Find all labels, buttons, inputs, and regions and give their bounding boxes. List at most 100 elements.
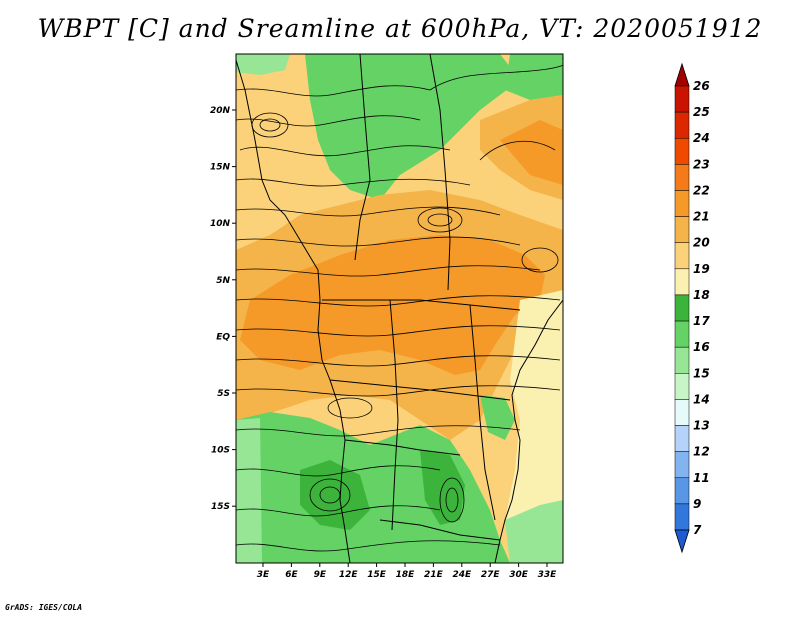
streamline: [236, 265, 541, 277]
colorbar-level-label: 20: [693, 236, 710, 250]
lat-tick-label: 5S: [217, 389, 230, 399]
colorbar-swatch: [674, 137, 690, 165]
streamline-vortex: [417, 207, 463, 233]
coastline-west: [236, 59, 351, 563]
streamline-vortex: [327, 397, 373, 419]
colorbar-level-label: 14: [693, 392, 710, 406]
lon-tick-label: 6E: [285, 570, 298, 580]
lat-tick-label: EQ: [216, 332, 230, 342]
colorbar-level-label: 25: [693, 105, 710, 119]
field-pale-east: [505, 290, 563, 563]
border: [344, 439, 461, 456]
field-green-south-dark: [300, 460, 370, 530]
field-green-south: [236, 412, 510, 563]
streamline: [236, 178, 471, 187]
border: [329, 379, 511, 401]
streamline: [239, 145, 451, 157]
colorbar-swatch: [674, 373, 690, 400]
streamline: [236, 115, 421, 127]
lat-tick-label: 15N: [210, 163, 231, 173]
colorbar-level-label: 22: [693, 183, 710, 197]
field-green-coast: [236, 418, 262, 563]
streamline: [236, 85, 431, 97]
coastline-borders: [236, 54, 563, 563]
colorbar-level-label: 23: [693, 157, 710, 171]
lon-tick-label: 18E: [396, 570, 416, 580]
field-green-north: [305, 54, 520, 200]
lat-tick-label: 15S: [211, 502, 230, 512]
colorbar-level-label: 13: [693, 419, 710, 433]
lon-tick-label: 9E: [314, 570, 327, 580]
colorbar-level-label: 17: [693, 314, 710, 328]
streamline-vortex: [427, 213, 453, 227]
streamline: [429, 57, 563, 91]
colorbar-swatch: [674, 85, 690, 113]
coastline-east: [494, 299, 563, 563]
colorbar-level-label: 9: [693, 497, 701, 511]
lon-tick-label: 27E: [481, 570, 501, 580]
arrow-up-triangle-icon: [674, 62, 690, 87]
colorbar-level-label: 12: [693, 445, 710, 459]
map-frame: [235, 53, 564, 564]
lon-tick-label: 30E: [509, 570, 529, 580]
streamline: [236, 540, 501, 552]
colorbar-swatch: [674, 190, 690, 217]
streamline: [236, 236, 521, 247]
colorbar-swatch: [674, 477, 690, 505]
colorbar-swatch: [674, 425, 690, 452]
latitude-axis: 20N 15N 10N 5N EQ 5S 10S 15S: [210, 106, 236, 512]
border: [379, 519, 501, 541]
chart-title: WBPT [C] and Sreamline at 600hPa, VT: 20…: [37, 14, 763, 43]
streamline: [236, 385, 561, 397]
colorbar-swatch: [674, 451, 690, 479]
colorbar-level-label: 16: [693, 340, 710, 354]
colorbar-swatch: [674, 268, 690, 296]
colorbar-swatch: [674, 294, 690, 322]
lon-tick-label: 21E: [424, 570, 444, 580]
field-green-northeast: [505, 54, 563, 100]
streamline-vortex: [309, 478, 351, 512]
lon-tick-label: 12E: [339, 570, 359, 580]
streamline-vortex: [259, 118, 281, 132]
streamline: [236, 425, 521, 437]
colorbar-level-label: 24: [693, 131, 710, 145]
lon-tick-label: 24E: [452, 570, 472, 580]
longitude-axis: 3E 6E 9E 12E 15E 18E 21E 24E 27E 30E 33E: [257, 563, 557, 580]
border: [322, 299, 521, 311]
colorbar-level-label: 11: [693, 471, 710, 485]
colorbar-swatch: [674, 164, 690, 191]
colorbar-swatch: [674, 503, 690, 531]
field-green-southeast: [505, 500, 563, 563]
streamline-vortex: [445, 487, 459, 513]
streamline: [236, 355, 561, 367]
colorbar-level-label: 26: [693, 79, 710, 93]
lat-tick-label: 10N: [210, 219, 231, 229]
lat-tick-label: 10S: [211, 446, 230, 456]
border: [429, 54, 451, 291]
colorbar-swatch: [674, 111, 690, 139]
colorbar-level-label: 18: [693, 288, 710, 302]
lon-tick-label: 3E: [257, 570, 270, 580]
lon-tick-label: 15E: [367, 570, 387, 580]
colorbar-swatch: [674, 399, 690, 426]
border: [354, 54, 371, 261]
colorbar-level-label: 7: [693, 523, 702, 537]
wbpt-field: [236, 54, 563, 563]
streamline: [236, 325, 561, 337]
border: [469, 304, 496, 521]
colorbar-level-label: 15: [693, 366, 710, 380]
streamline: [236, 505, 441, 517]
colorbar-level-label: 19: [693, 262, 710, 276]
field-orange-ne-core: [500, 120, 563, 185]
lat-tick-label: 20N: [210, 106, 231, 116]
colorbar-swatch: [674, 242, 690, 270]
streamline-vortex: [521, 247, 559, 273]
colorbar-swatch: [674, 216, 690, 243]
colorbar: 26 25 24 23 22 21 20 19 18 17 16 15 14 13 12 11 9 7: [674, 62, 710, 554]
streamline-vortex: [439, 477, 465, 523]
border: [389, 299, 399, 531]
colorbar-swatch: [674, 346, 690, 374]
streamline: [236, 465, 441, 477]
streamline: [479, 140, 556, 161]
